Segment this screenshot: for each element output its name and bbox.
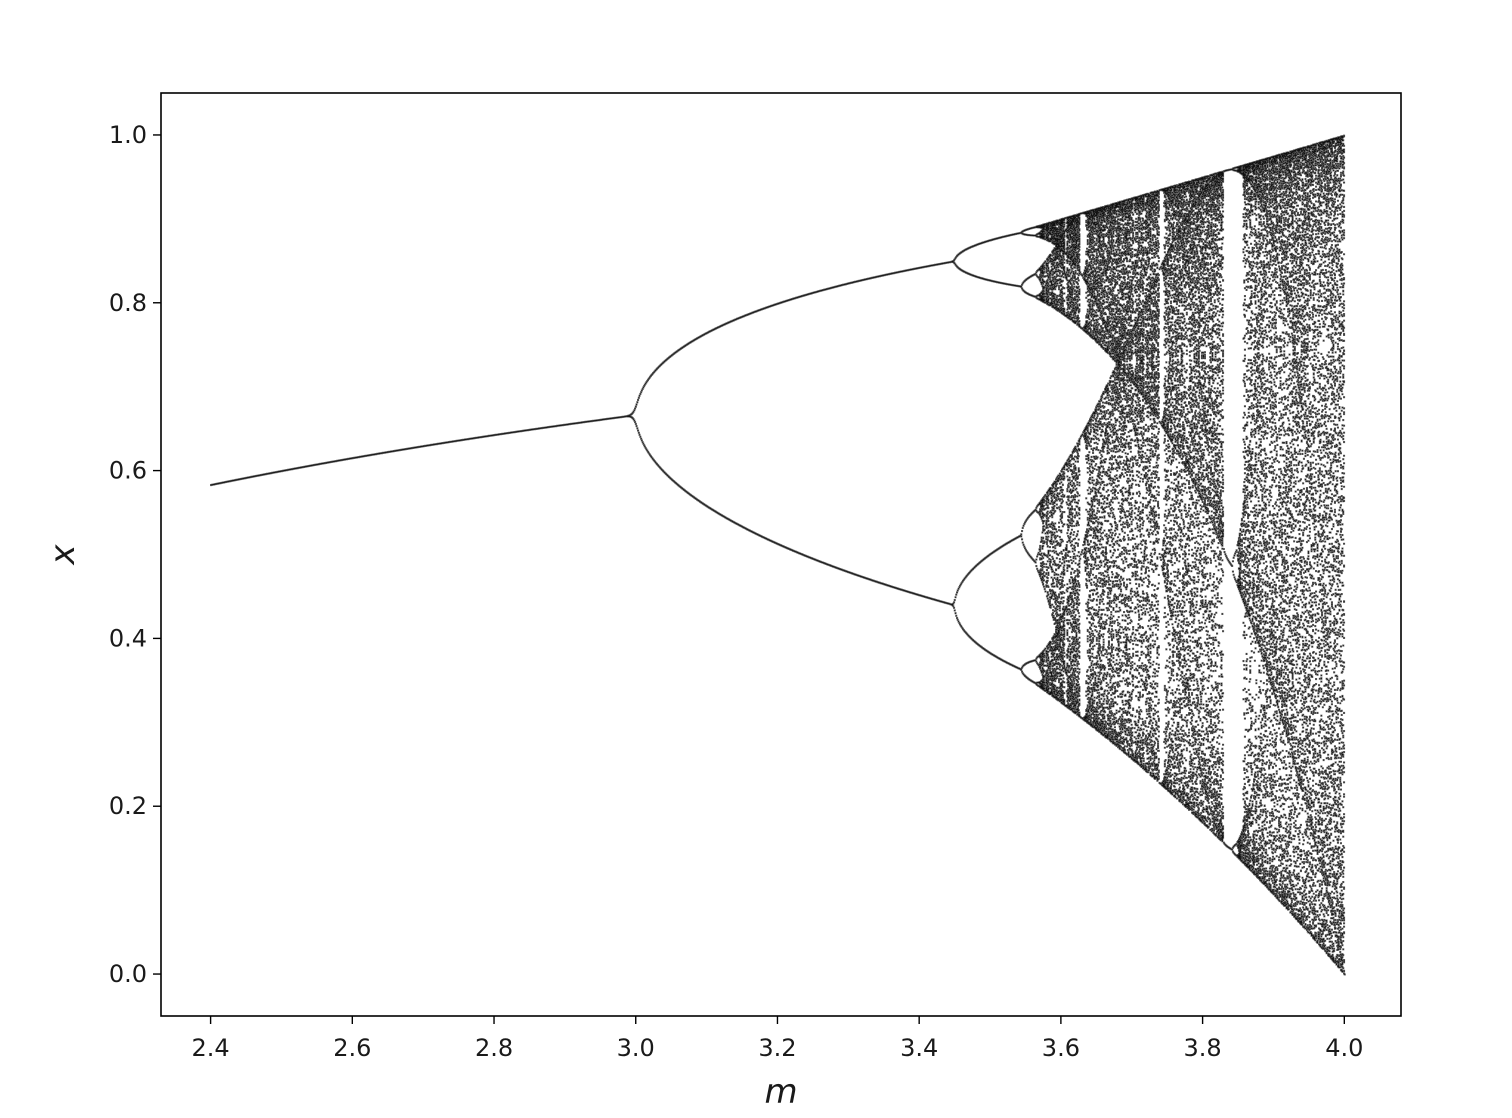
y-tick-label: 0.8	[109, 289, 147, 317]
x-axis-ticks: 2.4 2.6 2.8 3.0 3.2 3.4 3.6 3.8 4.0	[192, 1016, 1363, 1062]
bifurcation-points	[210, 134, 1346, 976]
x-tick-label: 2.8	[475, 1034, 513, 1062]
plot-frame	[160, 92, 1402, 1017]
y-tick-label: 0.4	[109, 624, 147, 652]
x-tick-label: 3.6	[1042, 1034, 1080, 1062]
x-tick-label: 3.8	[1184, 1034, 1222, 1062]
data-points	[210, 134, 1346, 976]
y-axis-ticks: 0.0 0.2 0.4 0.6 0.8 1.0	[109, 121, 161, 988]
x-tick-label: 4.0	[1325, 1034, 1363, 1062]
x-axis-label: m	[764, 1072, 797, 1112]
x-tick-label: 3.2	[758, 1034, 796, 1062]
y-tick-label: 1.0	[109, 121, 147, 149]
x-tick-label: 3.4	[900, 1034, 938, 1062]
y-tick-label: 0.6	[109, 457, 147, 485]
x-tick-label: 3.0	[617, 1034, 655, 1062]
y-axis-label: x	[43, 544, 83, 566]
x-tick-label: 2.6	[333, 1034, 371, 1062]
y-tick-label: 0.2	[109, 792, 147, 820]
y-tick-label: 0.0	[109, 960, 147, 988]
x-tick-label: 2.4	[192, 1034, 230, 1062]
